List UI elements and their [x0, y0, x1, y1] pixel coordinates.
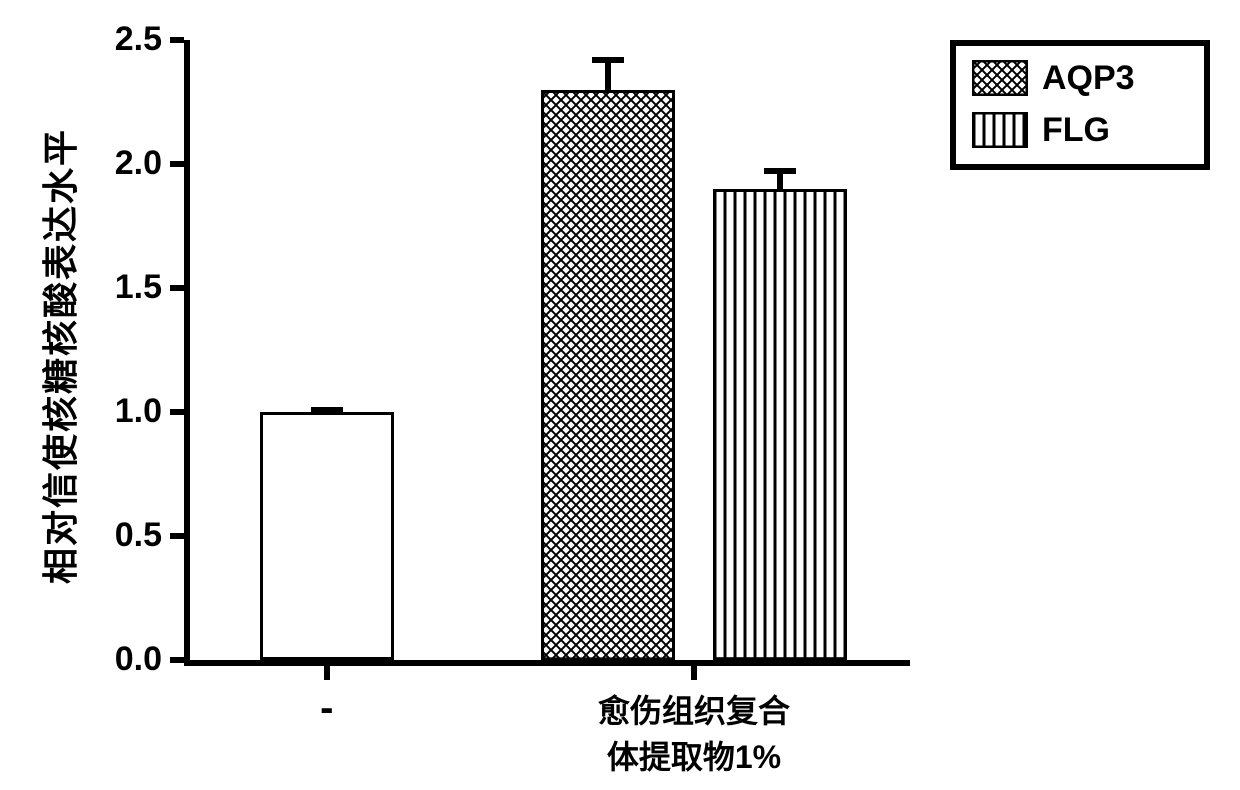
y-tick	[170, 37, 184, 43]
legend-label: AQP3	[1042, 59, 1135, 98]
x-group-label: -	[157, 686, 497, 731]
plot-area: 0.00.51.01.52.02.5-愈伤组织复合体提取物1%	[190, 40, 910, 660]
error-cap	[311, 407, 343, 413]
legend-swatch	[972, 112, 1028, 148]
bar-control	[260, 412, 394, 660]
y-tick	[170, 657, 184, 663]
legend-box: AQP3 FLG	[950, 40, 1210, 170]
x-tick	[691, 666, 697, 680]
error-cap	[592, 57, 624, 63]
x-group-label: 愈伤组织复合体提取物1%	[524, 686, 864, 778]
y-tick	[170, 161, 184, 167]
y-tick	[170, 285, 184, 291]
x-axis	[184, 660, 910, 666]
y-tick	[170, 533, 184, 539]
y-tick-label: 1.5	[82, 268, 162, 307]
legend-label: FLG	[1042, 111, 1110, 150]
y-tick-label: 2.5	[82, 20, 162, 59]
y-tick-label: 0.5	[82, 516, 162, 555]
bar-flg	[713, 189, 847, 660]
legend-swatch	[972, 60, 1028, 96]
y-tick	[170, 409, 184, 415]
y-tick-label: 0.0	[82, 640, 162, 679]
y-axis-title: 相对信使核糖核酸表达水平	[32, 76, 84, 636]
error-cap	[764, 168, 796, 174]
error-stem	[605, 60, 611, 90]
x-tick	[324, 666, 330, 680]
y-tick-label: 1.0	[82, 392, 162, 431]
y-tick-label: 2.0	[82, 144, 162, 183]
y-axis	[184, 40, 190, 666]
bar-aqp3	[541, 90, 675, 660]
